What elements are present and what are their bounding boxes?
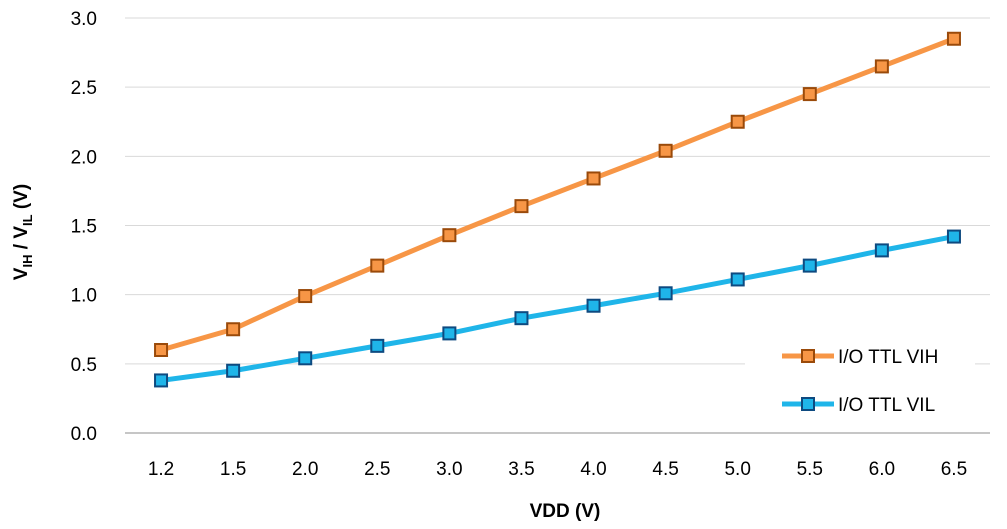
x-tick-label: 6.0 [869, 459, 895, 480]
data-point [154, 373, 169, 388]
x-tick-label: 5.5 [797, 459, 823, 480]
legend-label-vil: I/O TTL VIL [838, 395, 935, 416]
series-1 [154, 229, 961, 388]
x-tick-label: 4.0 [580, 459, 606, 480]
x-tick-label: 5.0 [724, 459, 750, 480]
y-tick-label: 1.0 [71, 286, 97, 307]
data-point [298, 351, 313, 366]
x-tick-label: 3.5 [508, 459, 534, 480]
y-axis-v1: V [11, 267, 32, 280]
data-point [874, 59, 889, 74]
data-point [442, 326, 457, 341]
legend-background [745, 335, 975, 425]
y-axis-unit: (V) [11, 184, 32, 215]
data-point [586, 171, 601, 186]
data-point [370, 258, 385, 273]
y-tick-label: 0.0 [71, 424, 97, 445]
data-point [730, 272, 745, 287]
y-axis-title: VIH / VIL (V) [11, 184, 35, 280]
x-axis-title: VDD (V) [530, 501, 601, 522]
data-point [514, 199, 529, 214]
data-point [586, 298, 601, 313]
series-line [160, 234, 955, 383]
x-tick-label: 4.5 [652, 459, 678, 480]
legend-item-vil: I/O TTL VIL [782, 395, 935, 416]
x-tick-labels: 1.2 1.5 2.0 2.5 3.0 3.5 4.0 4.5 5.0 5.5 6.0 6.5 [148, 459, 967, 480]
y-tick-label: 2.5 [71, 78, 97, 99]
data-point [658, 286, 673, 301]
y-tick-label: 0.5 [71, 355, 97, 376]
series-line [160, 36, 955, 353]
legend-label-vih: I/O TTL VIH [838, 347, 938, 368]
data-point [226, 322, 241, 337]
x-tick-label: 3.0 [436, 459, 462, 480]
y-axis-v1-sub: IH [20, 255, 35, 268]
data-point [946, 229, 961, 244]
data-point [370, 338, 385, 353]
x-tick-label: 1.2 [148, 459, 174, 480]
data-point [298, 289, 313, 304]
legend: I/O TTL VIH I/O TTL VIL [745, 335, 975, 425]
data-point [226, 363, 241, 378]
legend-swatch-marker-vil [801, 397, 815, 411]
data-point [946, 31, 961, 46]
legend-swatch-marker-vih [801, 349, 815, 363]
data-point [658, 143, 673, 158]
y-tick-label: 1.5 [71, 217, 97, 238]
y-tick-label: 3.0 [71, 9, 97, 30]
data-point [442, 228, 457, 243]
data-point [802, 258, 817, 273]
x-tick-label: 1.5 [220, 459, 246, 480]
legend-item-vih: I/O TTL VIH [782, 347, 938, 368]
data-point [802, 87, 817, 102]
y-axis-sep: / [11, 239, 32, 255]
data-point [154, 343, 169, 357]
data-point [514, 311, 529, 326]
y-axis-v2-sub: IL [20, 214, 35, 226]
x-tick-label: 2.5 [364, 459, 390, 480]
data-point [730, 114, 745, 129]
y-axis-v2: V [11, 226, 32, 239]
x-tick-label: 2.0 [292, 459, 318, 480]
y-tick-label: 2.0 [71, 147, 97, 168]
x-tick-label: 6.5 [941, 459, 967, 480]
series-0 [154, 31, 961, 357]
series-layer [154, 31, 961, 388]
data-point [874, 243, 889, 258]
y-tick-labels: 0.0 0.5 1.0 1.5 2.0 2.5 3.0 [71, 9, 97, 445]
